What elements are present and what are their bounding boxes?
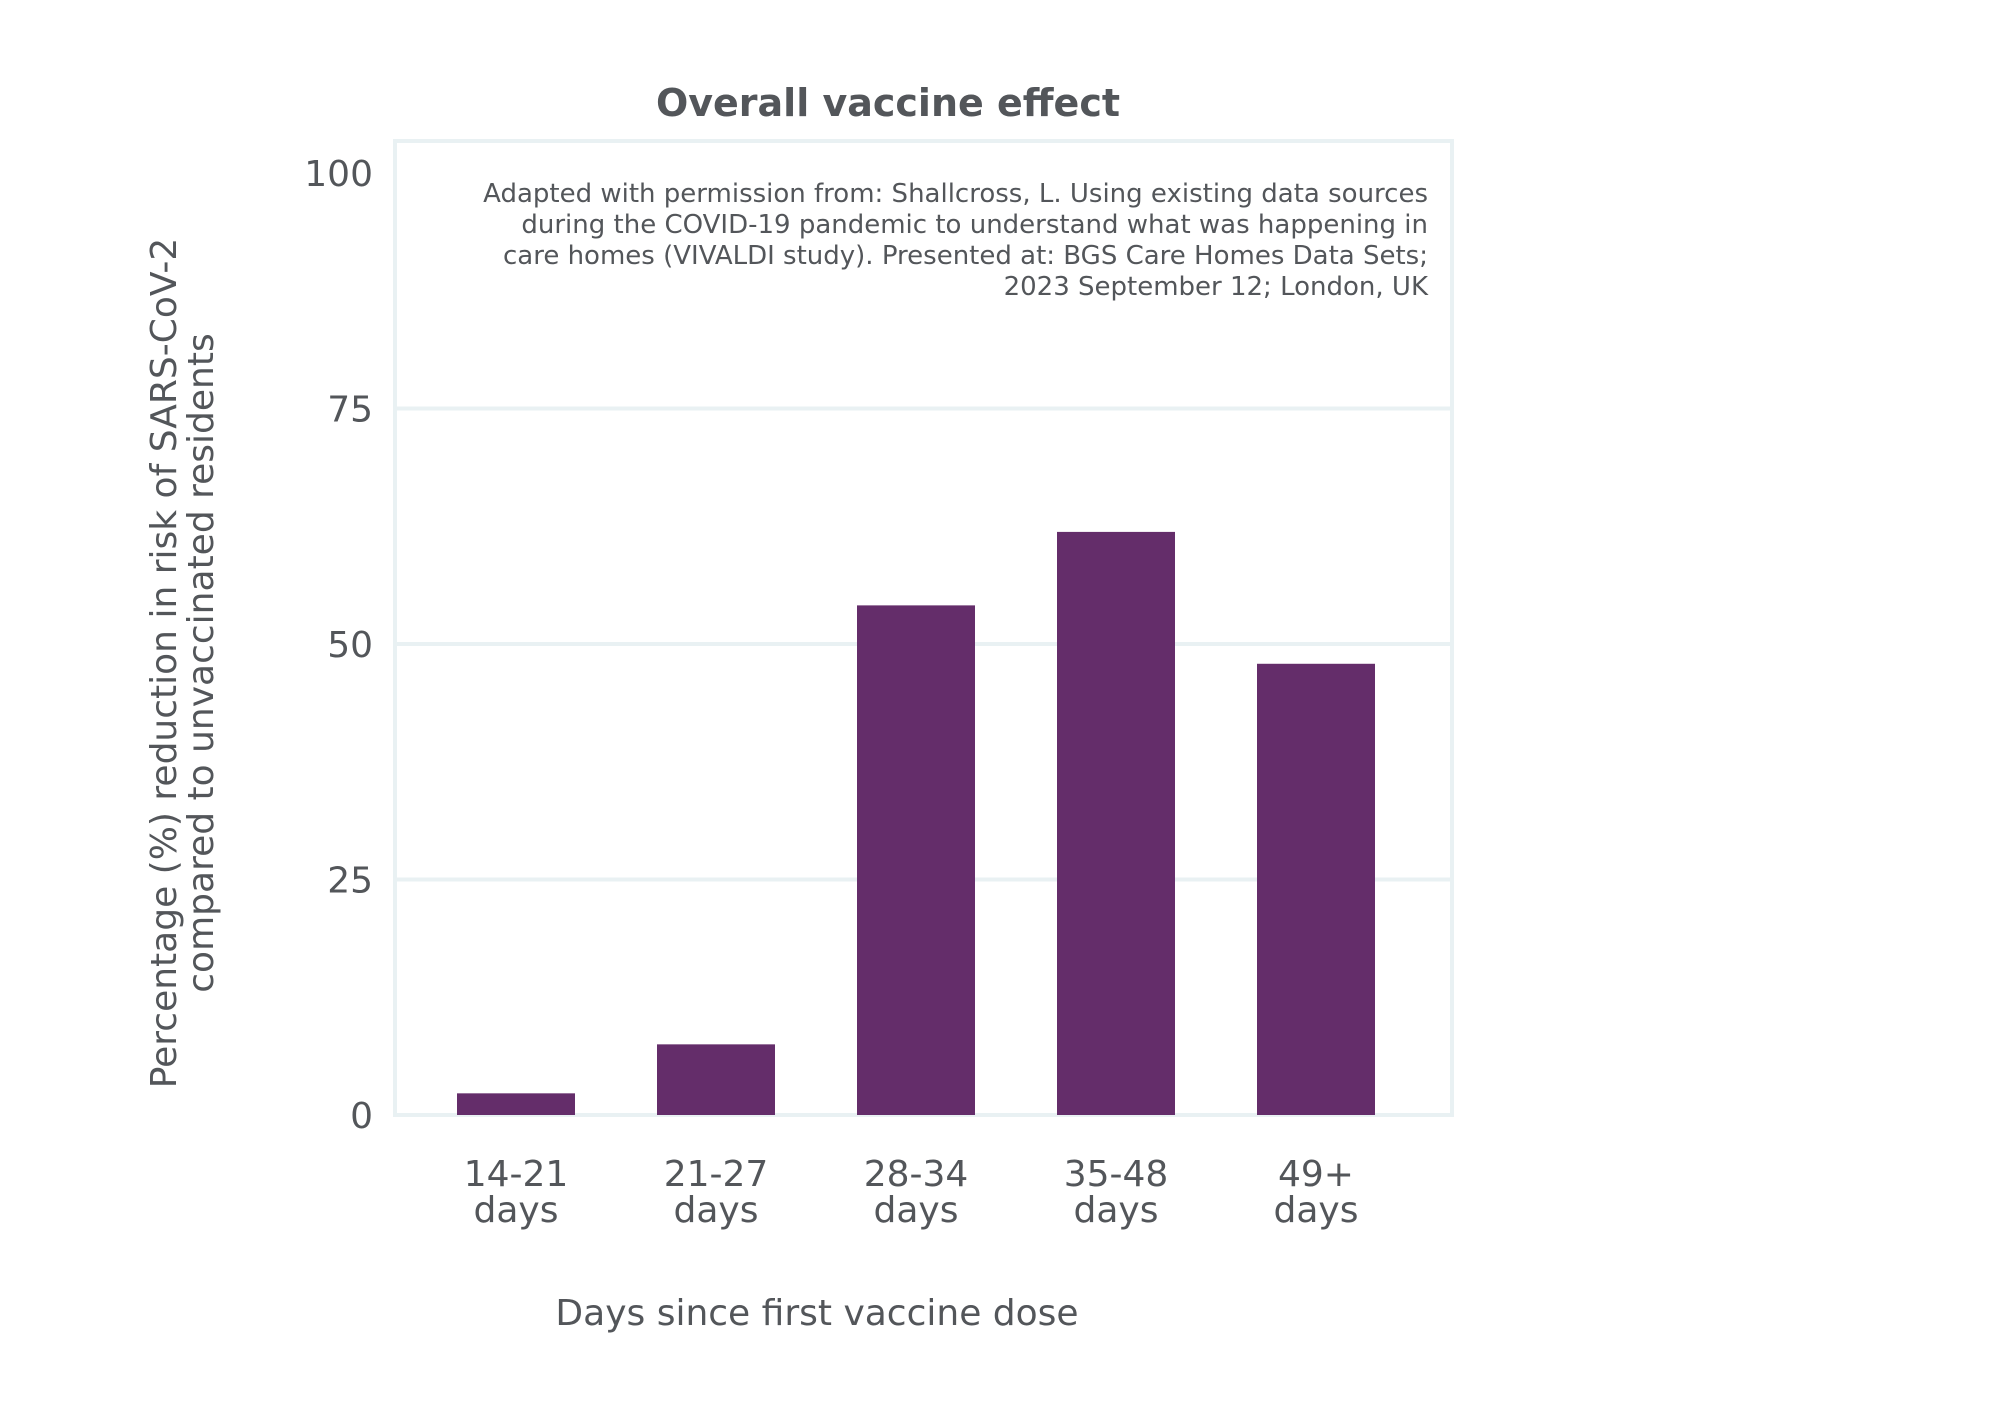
source-annotation: Adapted with permission from: Shallcross… [483,179,1429,302]
x-tick-labels: 14-21days21-27days28-34days35-48days49+d… [464,1154,1359,1231]
bar [1257,663,1375,1115]
x-tick-label: 49+ [1278,1154,1354,1195]
y-axis-label: Percentage (%) reduction in risk of SARS… [144,238,222,1089]
bar [1057,531,1175,1115]
chart-title: Overall vaccine effect [656,81,1120,125]
x-tick-label: 14-21 [464,1154,569,1195]
y-axis-label-line: Percentage (%) reduction in risk of SARS… [144,238,185,1089]
y-tick-label: 25 [327,861,373,902]
annotation-line: 2023 September 12; London, UK [1004,272,1429,302]
bar [457,1093,575,1115]
y-tick-label: 75 [327,390,373,431]
x-tick-label: days [874,1190,959,1231]
annotation-line: care homes (VIVALDI study). Presented at… [503,241,1428,271]
x-tick-label: days [674,1190,759,1231]
x-axis-label: Days since first vaccine dose [555,1293,1078,1334]
x-tick-label: 35-48 [1064,1154,1169,1195]
x-tick-label: 28-34 [864,1154,969,1195]
bar [857,605,975,1115]
bar [657,1044,775,1115]
annotation-line: during the COVID-19 pandemic to understa… [521,210,1428,240]
y-tick-label: 50 [327,625,373,666]
bars [457,531,1375,1115]
y-tick-label: 0 [350,1096,373,1137]
y-tick-label: 100 [304,154,373,195]
annotation-line: Adapted with permission from: Shallcross… [483,179,1428,209]
x-tick-label: days [1074,1190,1159,1231]
x-tick-label: days [474,1190,559,1231]
x-tick-label: 21-27 [664,1154,769,1195]
y-tick-labels: 0 25 50 75 100 [304,154,373,1137]
x-tick-label: days [1274,1190,1359,1231]
y-axis-label-line: compared to unvaccinated residents [181,333,222,992]
